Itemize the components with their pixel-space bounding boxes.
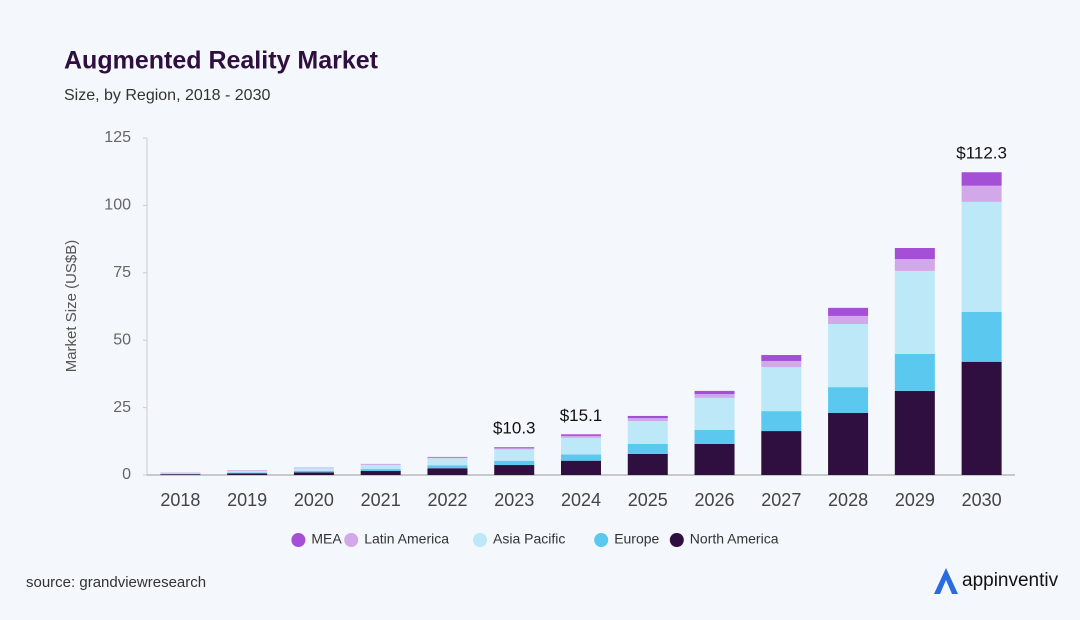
bar-segment [561, 460, 601, 475]
chart-subtitle: Size, by Region, 2018 - 2030 [64, 87, 270, 104]
bar-segment [694, 429, 735, 444]
bar-segment [961, 185, 1002, 202]
bar-segment [761, 355, 802, 361]
x-tick-label: 2026 [695, 490, 735, 510]
bar-segment [427, 457, 468, 459]
bar-segment [828, 387, 869, 413]
bar-segment [360, 464, 401, 465]
bar-segment [227, 472, 268, 474]
legend-label: Europe [614, 531, 659, 547]
x-tick-label: 2030 [962, 490, 1002, 510]
bar-segment [894, 390, 935, 475]
bar-segment [627, 443, 668, 454]
source: source: grandviewresearch [26, 574, 206, 591]
y-tick-label: 50 [113, 331, 131, 348]
bar-segment [894, 247, 935, 260]
bar-segment [494, 449, 535, 461]
bar-segment [427, 468, 468, 475]
y-tick-label: 0 [122, 466, 131, 483]
bar-segment [828, 324, 869, 388]
x-tick-label: 2028 [828, 490, 868, 510]
bar-segment [293, 468, 334, 471]
bar-segment [894, 259, 935, 271]
bar-segment [761, 411, 802, 432]
x-tick-label: 2019 [227, 490, 267, 510]
x-tick-label: 2024 [561, 490, 601, 510]
bar-segment [828, 307, 869, 316]
bar-segment [494, 448, 535, 450]
bar-segment [360, 464, 401, 470]
x-tick-label: 2021 [361, 490, 401, 510]
x-tick-label: 2025 [628, 490, 668, 510]
bar-segment [961, 361, 1002, 475]
bar-segment [494, 460, 535, 466]
bar-segment [561, 435, 601, 438]
y-tick-label: 125 [104, 129, 131, 146]
x-tick-label: 2029 [895, 490, 935, 510]
bar-segment [227, 470, 268, 473]
legend-label: Latin America [364, 531, 449, 547]
bar-segment [427, 465, 468, 469]
legend-swatch [594, 533, 609, 547]
x-tick-label: 2020 [294, 490, 334, 510]
bar-segment [494, 447, 535, 449]
total-label: $15.1 [560, 406, 603, 425]
legend-swatch [473, 533, 487, 547]
y-tick-label: 75 [113, 264, 131, 281]
bar-segment [627, 415, 668, 419]
bar-segment [961, 311, 1002, 362]
bar-segment [828, 412, 869, 475]
bar-segment [160, 474, 201, 475]
bar-segment [627, 418, 668, 422]
legend-swatch [291, 533, 306, 547]
bar-segment [694, 390, 735, 395]
legend-swatch [344, 533, 359, 547]
x-tick-label: 2018 [160, 490, 200, 510]
bar-segment [561, 437, 601, 455]
bar-segment [360, 469, 401, 471]
bar-segment [427, 456, 468, 458]
bar-segment [160, 472, 201, 474]
legend-swatch [669, 533, 684, 547]
y-tick-label: 100 [104, 197, 131, 214]
bar-segment [293, 470, 334, 473]
bar-segment [894, 353, 935, 391]
legend-label: Asia Pacific [493, 531, 565, 547]
bar-segment [694, 443, 735, 475]
bar-segment [427, 458, 468, 466]
brand-logo [934, 568, 958, 594]
bar-segment [561, 434, 601, 436]
total-label: $112.3 [956, 144, 1007, 163]
bar-segment [627, 421, 668, 444]
bar-segment [494, 465, 535, 475]
bar-segment [761, 431, 802, 475]
x-tick-label: 2023 [494, 490, 534, 510]
bar-segment [360, 470, 401, 475]
bar-segment [227, 473, 268, 475]
y-axis-label: Market Size (US$B) [63, 240, 80, 373]
bar-segment [293, 472, 334, 475]
bar-segment [160, 473, 201, 475]
chart-title: Augmented Reality Market [64, 47, 379, 75]
bar-segment [894, 270, 935, 354]
bar-segment [961, 172, 1002, 186]
bar-segment [561, 454, 601, 461]
brand: appinventiv [962, 570, 1059, 591]
bar-segment [761, 367, 802, 412]
bar-segment [761, 360, 802, 368]
y-tick-label: 25 [113, 399, 131, 416]
bar-segment [694, 394, 735, 398]
bar-segment [961, 201, 1002, 312]
legend-label: MEA [311, 531, 342, 547]
legend-label: North America [690, 531, 779, 547]
x-tick-label: 2027 [761, 490, 801, 510]
bar-segment [828, 315, 869, 325]
bar-segment [694, 397, 735, 430]
bar-segment [627, 453, 668, 475]
total-label: $10.3 [493, 419, 536, 438]
x-tick-label: 2022 [427, 490, 467, 510]
